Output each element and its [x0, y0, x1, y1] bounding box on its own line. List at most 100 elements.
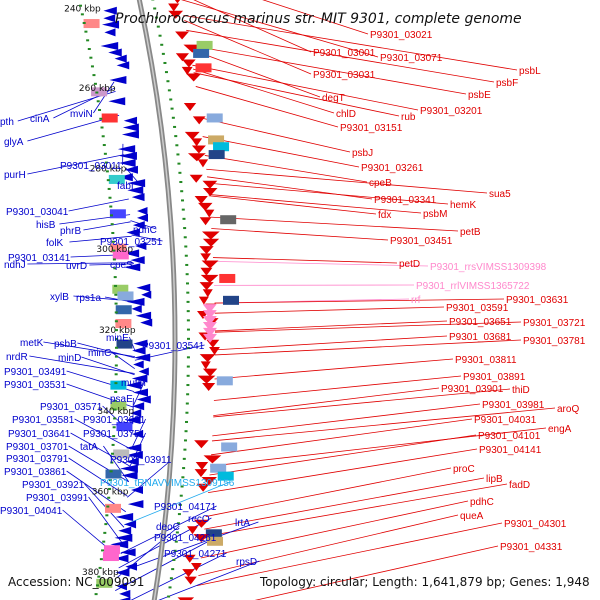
gene-box	[108, 174, 125, 184]
forward-gene-arrow	[203, 455, 222, 464]
backbone-highlight	[138, 0, 176, 600]
forward-gene-arrow	[195, 462, 209, 471]
right-connector	[189, 48, 321, 98]
reverse-gene-arrow	[135, 311, 152, 320]
rrna-gene-arrow	[202, 316, 217, 326]
gene-box	[110, 380, 127, 390]
right-gene-label: thiD	[512, 385, 530, 396]
tick-mark	[174, 540, 178, 543]
tick-mark	[95, 91, 99, 94]
gene-box	[193, 48, 210, 58]
tick-mark	[186, 365, 190, 368]
tick-mark	[106, 505, 110, 508]
rrna-gene-arrow	[202, 327, 217, 337]
forward-gene-arrow	[187, 153, 206, 162]
reverse-gene-arrow	[123, 116, 138, 125]
tick-mark	[101, 549, 105, 552]
right-connector	[184, 20, 312, 75]
tick-mark	[84, 30, 88, 33]
reverse-gene-arrow	[124, 263, 141, 272]
tick-mark	[183, 448, 187, 451]
forward-gene-arrow	[182, 59, 196, 68]
left-gene-label: cpeS	[110, 260, 133, 271]
right-connector	[214, 298, 505, 304]
left-gene-label: P9301_03861	[4, 467, 67, 478]
left-connector	[120, 505, 217, 554]
reverse-gene-arrow	[125, 381, 142, 390]
reverse-gene-arrow	[115, 512, 134, 521]
forward-gene-arrow	[201, 260, 219, 269]
left-connector	[115, 536, 217, 591]
tick-mark	[184, 439, 188, 442]
forward-gene-arrow	[202, 368, 218, 377]
gene-box	[220, 215, 237, 225]
forward-gene-arrow	[168, 10, 184, 19]
reverse-gene-arrow	[120, 548, 136, 557]
forward-gene-arrow	[200, 274, 219, 283]
tick-mark	[186, 374, 190, 377]
tick-mark	[178, 171, 182, 174]
reverse-gene-arrow	[132, 221, 145, 230]
tick-mark	[98, 109, 102, 112]
tick-mark	[171, 116, 175, 119]
right-gene-label: lipB	[486, 474, 503, 485]
left-connector	[27, 262, 134, 265]
forward-gene-arrow	[209, 347, 220, 356]
reverse-gene-arrow	[136, 395, 151, 404]
right-gene-label: aroQ	[557, 404, 579, 415]
gene-box	[110, 243, 127, 253]
left-gene-label: P9301_03581	[12, 415, 75, 426]
reverse-gene-arrow	[118, 159, 136, 168]
left-gene-label: P9301_03541	[142, 341, 205, 352]
right-gene-label: P9301_03001	[313, 48, 376, 59]
right-gene-label: P9301_03811	[455, 355, 517, 366]
right-connector	[210, 427, 547, 467]
forward-gene-arrow	[206, 339, 220, 348]
tick-mark	[185, 402, 189, 405]
reverse-gene-arrow	[114, 533, 133, 542]
reverse-gene-arrow	[120, 464, 138, 473]
right-gene-label: P9301_03781	[523, 336, 586, 347]
reverse-gene-arrow	[114, 54, 127, 63]
tick-mark	[109, 214, 113, 217]
right-gene-label: P9301_04141	[479, 445, 542, 456]
gene-box	[96, 578, 113, 588]
tick-mark	[184, 245, 188, 248]
right-gene-label: P9301_04331	[500, 542, 563, 553]
right-connector	[195, 86, 339, 128]
reverse-gene-arrow	[126, 457, 139, 466]
right-gene-label: P9301_03901	[441, 384, 504, 395]
right-gene-label: sua5	[489, 189, 511, 200]
tick-mark	[177, 513, 181, 516]
scale-label: 240 kbp	[64, 4, 101, 14]
right-connector	[214, 358, 454, 380]
forward-gene-arrow	[200, 267, 213, 276]
tick-mark	[156, 25, 160, 28]
forward-gene-arrow	[202, 383, 216, 392]
tick-mark	[95, 584, 99, 587]
gene-box	[83, 19, 100, 29]
tick-mark	[98, 566, 102, 569]
tick-mark	[111, 240, 115, 243]
forward-gene-arrow	[199, 246, 214, 255]
forward-gene-arrow	[175, 31, 190, 40]
tick-mark	[79, 4, 83, 7]
right-connector	[213, 260, 429, 267]
label-connector-lines	[17, 0, 556, 600]
left-gene-label: P9301_03791	[6, 454, 69, 465]
reverse-gene-arrow	[127, 186, 144, 195]
tick-mark	[166, 80, 170, 83]
left-connector	[124, 481, 230, 526]
forward-gene-arrow	[187, 526, 199, 535]
gene-features	[83, 0, 240, 600]
right-connector	[188, 44, 467, 95]
forward-gene-arrow	[201, 231, 220, 240]
reverse-gene-arrow	[119, 597, 131, 600]
right-connector	[214, 339, 522, 356]
left-connector	[74, 418, 132, 450]
right-connector	[212, 403, 481, 437]
forward-gene-arrow	[182, 569, 195, 578]
left-connector	[131, 234, 163, 242]
left-gene-label: P9301_04261	[154, 533, 217, 544]
